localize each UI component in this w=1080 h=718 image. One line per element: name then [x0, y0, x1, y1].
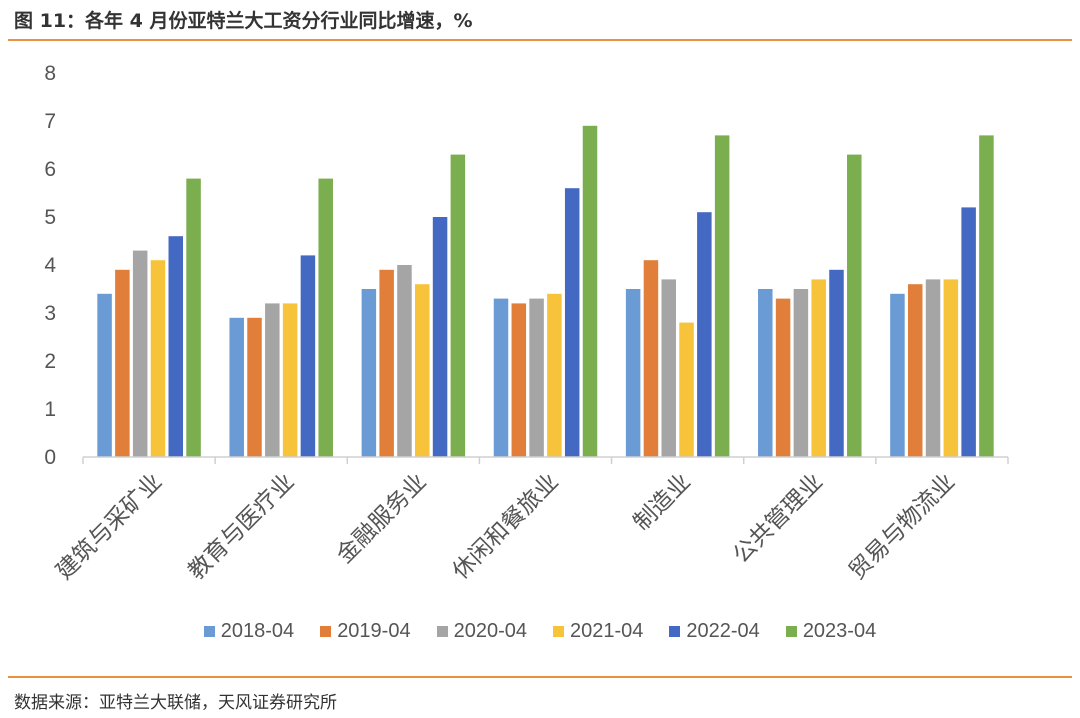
- y-tick-label: 0: [44, 446, 56, 469]
- bar: [186, 178, 201, 457]
- legend-label: 2018-04: [220, 620, 295, 642]
- bar: [979, 135, 994, 457]
- bar: [890, 293, 905, 457]
- bar: [115, 269, 130, 457]
- legend-item: 2020-04: [436, 620, 527, 643]
- bar: [150, 260, 166, 457]
- y-tick-label: 5: [44, 206, 56, 229]
- bar: [300, 255, 316, 457]
- source-note: 数据来源：亚特兰大联储，天风证券研究所: [14, 693, 337, 713]
- y-tick-label: 6: [44, 158, 56, 181]
- legend-label: 2019-04: [337, 620, 411, 642]
- legend-swatch: [320, 626, 332, 637]
- legend-item: 2019-04: [320, 620, 411, 643]
- legend-label: 2022-04: [686, 620, 760, 642]
- y-tick-label: 4: [44, 254, 56, 277]
- bar: [679, 322, 694, 457]
- legend-item: 2023-04: [785, 620, 877, 643]
- legend-swatch: [785, 626, 797, 637]
- bar: [265, 303, 280, 457]
- y-tick-label: 1: [44, 398, 56, 421]
- legend-swatch: [203, 626, 215, 637]
- bar: [493, 298, 509, 457]
- y-tick-label: 8: [44, 62, 56, 85]
- bar: [168, 236, 184, 457]
- x-tick-label: 建筑与采矿业: [51, 469, 167, 585]
- legend-label: 2020-04: [453, 620, 527, 642]
- bar: [282, 303, 298, 457]
- x-axis: 建筑与采矿业 教育与医疗业 金融服务业 休闲和餐旅业 制造业 公共管理业 贸易与物流业: [51, 456, 1009, 585]
- bar: [511, 303, 527, 457]
- x-tick-label: 教育与医疗业: [183, 469, 299, 585]
- bar: [925, 279, 941, 457]
- bar: [247, 317, 262, 457]
- bar-chart: 0 1 2 3 4 5 6 7 8 建筑与采矿业 教育与医疗业 金融服务业 休闲和餐旅业 制造业 公共管理…: [44, 62, 1009, 585]
- bar: [758, 289, 773, 457]
- bar: [582, 125, 598, 458]
- bar-series: [97, 125, 994, 458]
- x-tick-label: 休闲和餐旅业: [448, 469, 564, 585]
- bar: [318, 178, 333, 457]
- bar: [661, 279, 676, 457]
- bar: [907, 284, 923, 457]
- y-tick-label: 3: [44, 302, 56, 325]
- bar: [529, 298, 544, 457]
- bar: [643, 260, 659, 457]
- legend-swatch: [436, 626, 448, 637]
- x-tick-label: 制造业: [629, 469, 696, 536]
- y-axis: 0 1 2 3 4 5 6 7 8: [44, 62, 56, 469]
- bar: [229, 317, 244, 457]
- bar: [397, 265, 412, 457]
- y-tick-label: 2: [44, 350, 56, 373]
- bar: [714, 135, 730, 457]
- bar: [132, 250, 148, 457]
- bar: [379, 269, 394, 457]
- bar: [432, 217, 448, 457]
- bar: [97, 293, 112, 457]
- bar: [450, 154, 466, 457]
- x-tick-label: 金融服务业: [332, 469, 432, 569]
- legend-item: 2018-04: [203, 620, 295, 643]
- legend-label: 2021-04: [570, 620, 644, 642]
- bar: [415, 284, 430, 457]
- y-tick-label: 7: [44, 110, 56, 133]
- header-divider: [8, 39, 1072, 41]
- bar: [793, 289, 809, 457]
- legend-item: 2021-04: [553, 620, 643, 643]
- chart-title: 图 11：各年 4 月份亚特兰大工资分行业同比增速，%: [14, 10, 473, 32]
- x-tick-label: 贸易与物流业: [844, 469, 960, 585]
- bar: [547, 293, 562, 457]
- bar: [943, 279, 959, 457]
- bar: [775, 298, 791, 457]
- bar: [847, 154, 862, 457]
- chart-legend: 2018-04 2019-04 2020-04 2021-04 2022-04 2023-…: [0, 620, 1080, 643]
- bar: [811, 279, 826, 457]
- legend-swatch: [669, 626, 681, 637]
- bar: [961, 207, 976, 457]
- bar: [829, 269, 844, 457]
- legend-label: 2023-04: [802, 620, 877, 642]
- x-tick-label: 公共管理业: [728, 469, 828, 569]
- footer-divider: [8, 676, 1072, 678]
- legend-swatch: [553, 626, 564, 637]
- bar: [625, 289, 641, 457]
- bar: [697, 212, 712, 457]
- bar: [564, 188, 580, 457]
- bar: [361, 289, 377, 457]
- legend-item: 2022-04: [669, 620, 760, 643]
